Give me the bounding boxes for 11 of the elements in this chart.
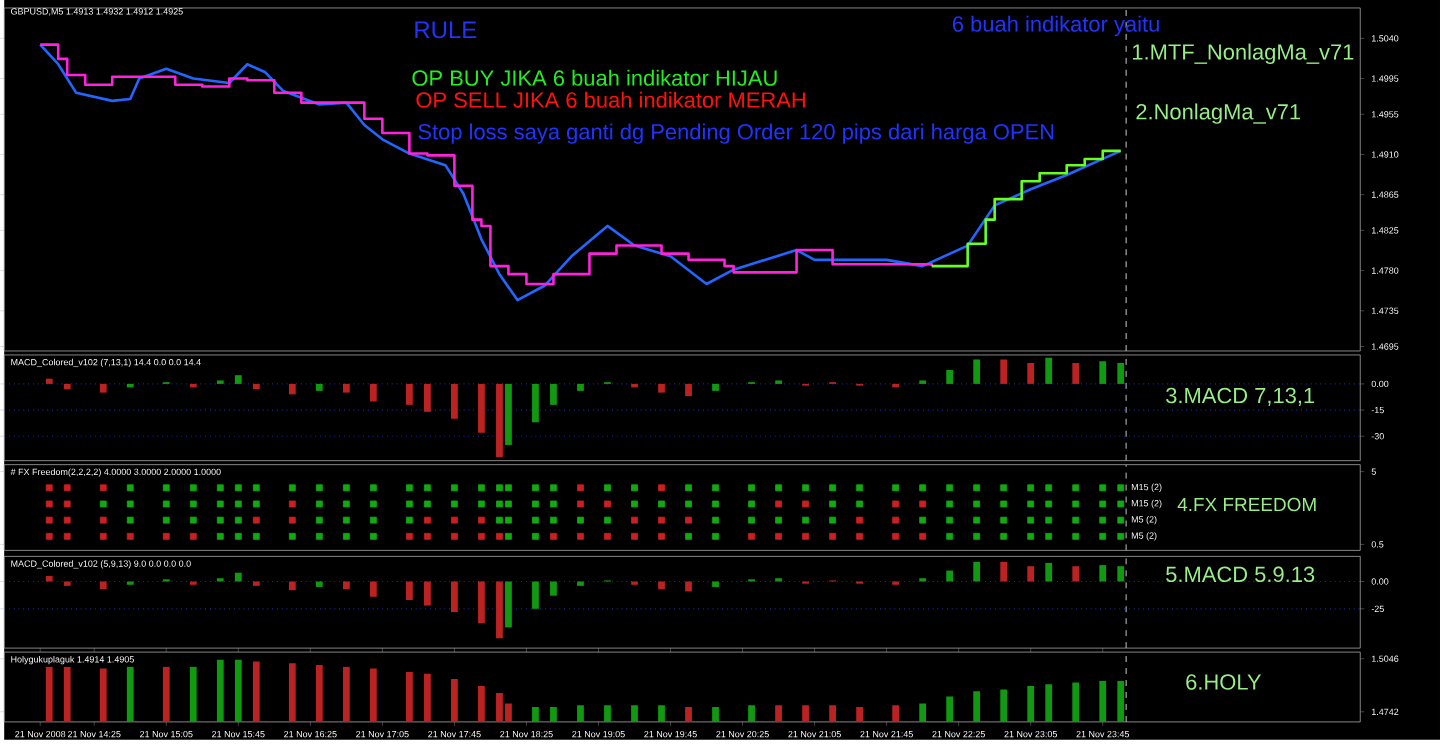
annotation: OP SELL JIKA 6 buah indikator MERAH [416,91,805,108]
annotation: 2.NonlagMa_v71 [1136,103,1301,124]
annotation: OP BUY JIKA 6 buah indikator HIJAU [412,69,777,86]
annotation: 6.HOLY [1186,674,1262,690]
annotation: 1.MTF_NonlagMa_v71 [1132,43,1354,65]
annotation: 6 buah indikator yaitu [952,15,1159,37]
annotation: 5.MACD 5.9.13 [1166,566,1315,583]
annotation: Stop loss saya ganti dg Pending Order 120 pips dari harga OPEN [418,123,1054,144]
annotation: 3.MACD 7,13,1 [1166,387,1315,406]
annotation: RULE [415,21,477,39]
annotation: 4.FX FREEDOM [1177,497,1316,512]
